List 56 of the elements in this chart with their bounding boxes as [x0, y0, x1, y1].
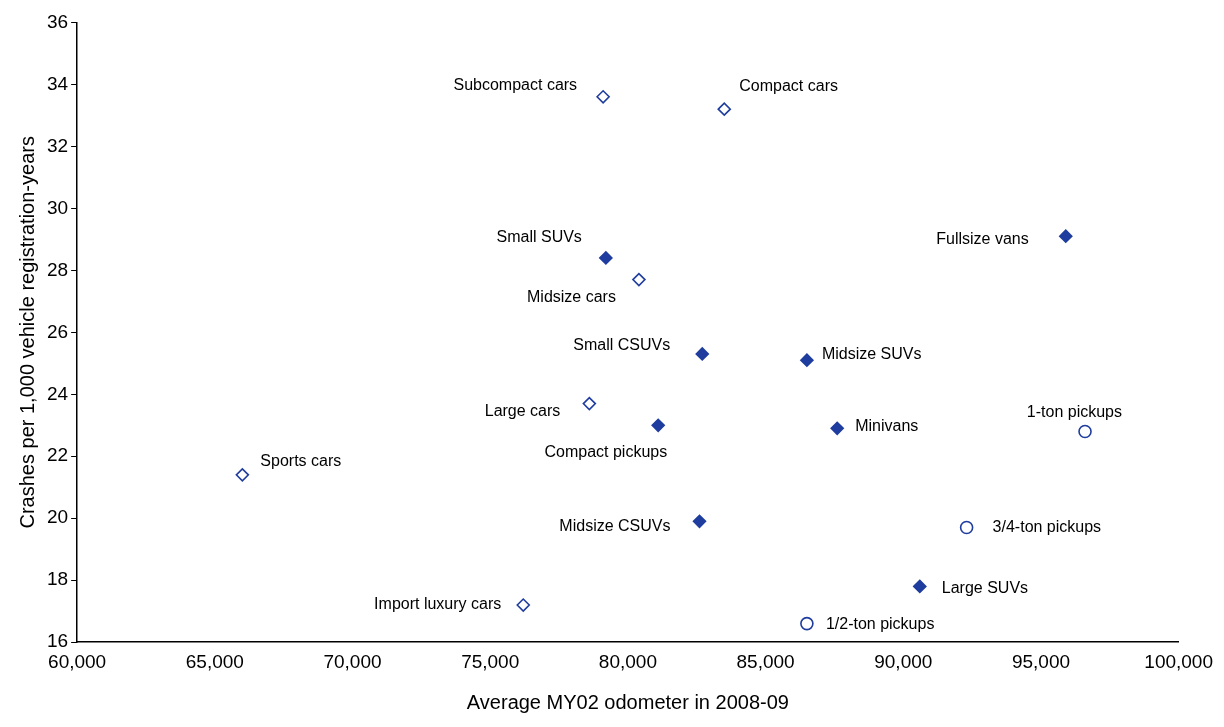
annotation: Import luxury cars	[374, 595, 502, 613]
y-tick-label: 34	[46, 72, 69, 94]
annotation: Midsize cars	[527, 288, 616, 306]
x-tick-label: 75,000	[461, 650, 520, 672]
y-axis-title: Crashes per 1,000 vehicle registration-years	[15, 136, 38, 529]
point	[1078, 424, 1092, 439]
annotation: Large SUVs	[941, 578, 1029, 596]
point	[692, 514, 707, 529]
y-tick-label: 32	[46, 134, 69, 156]
annotation: Large cars	[484, 401, 561, 419]
x-tick-label: 65,000	[185, 650, 244, 672]
annotation: Compact cars	[739, 76, 838, 94]
point	[695, 347, 710, 361]
annotation: Subcompact cars	[453, 76, 578, 94]
point	[830, 421, 844, 436]
x-tick-label: 85,000	[736, 650, 795, 672]
point	[913, 579, 927, 594]
annotation: Compact pickups	[544, 442, 668, 460]
point	[235, 468, 250, 482]
x-axis-title: Average MY02 odometer in 2008-09	[466, 690, 789, 713]
y-tick-label: 30	[46, 196, 69, 218]
y-tick-label: 22	[46, 444, 69, 466]
annotation: Fullsize vans	[936, 229, 1029, 247]
x-tick-label: 70,000	[323, 650, 382, 672]
annotation: Small CSUVs	[573, 336, 671, 354]
annotation: Minivans	[855, 416, 919, 434]
point	[959, 520, 974, 535]
annotation: Small SUVs	[496, 228, 582, 246]
x-tick-label: 95,000	[1011, 650, 1071, 672]
point	[800, 616, 814, 631]
y-tick-label: 24	[46, 382, 69, 404]
y-tick-label: 18	[46, 568, 69, 590]
y-tick-label: 36	[46, 10, 69, 32]
annotation: Midsize CSUVs	[559, 516, 671, 534]
annotation: 3/4-ton pickups	[992, 517, 1102, 535]
point	[599, 251, 613, 265]
x-tick-label: 100,000	[1144, 650, 1213, 672]
y-tick-label: 26	[46, 320, 69, 342]
point	[596, 89, 610, 104]
x-tick-label: 90,000	[874, 650, 933, 672]
annotation: Midsize SUVs	[821, 344, 922, 362]
y-tick-label: 28	[46, 258, 69, 280]
annotation: 1-ton pickups	[1026, 402, 1123, 420]
point	[800, 353, 814, 367]
point	[632, 272, 646, 287]
y-tick-label: 20	[46, 506, 69, 528]
point	[582, 396, 597, 411]
y-tick-label: 16	[46, 630, 69, 652]
x-tick-label: 80,000	[598, 650, 657, 672]
annotation: Sports cars	[260, 452, 342, 470]
point	[717, 102, 732, 116]
x-tick-label: 60,000	[48, 650, 107, 672]
point	[1058, 229, 1073, 244]
point	[516, 598, 531, 612]
annotation: 1/2-ton pickups	[825, 615, 935, 633]
point	[651, 418, 665, 433]
